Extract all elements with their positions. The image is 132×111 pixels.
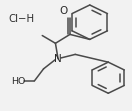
Text: HO: HO [11,76,26,86]
Text: N: N [54,54,62,64]
Text: Cl−H: Cl−H [8,14,34,24]
Text: O: O [59,6,67,16]
